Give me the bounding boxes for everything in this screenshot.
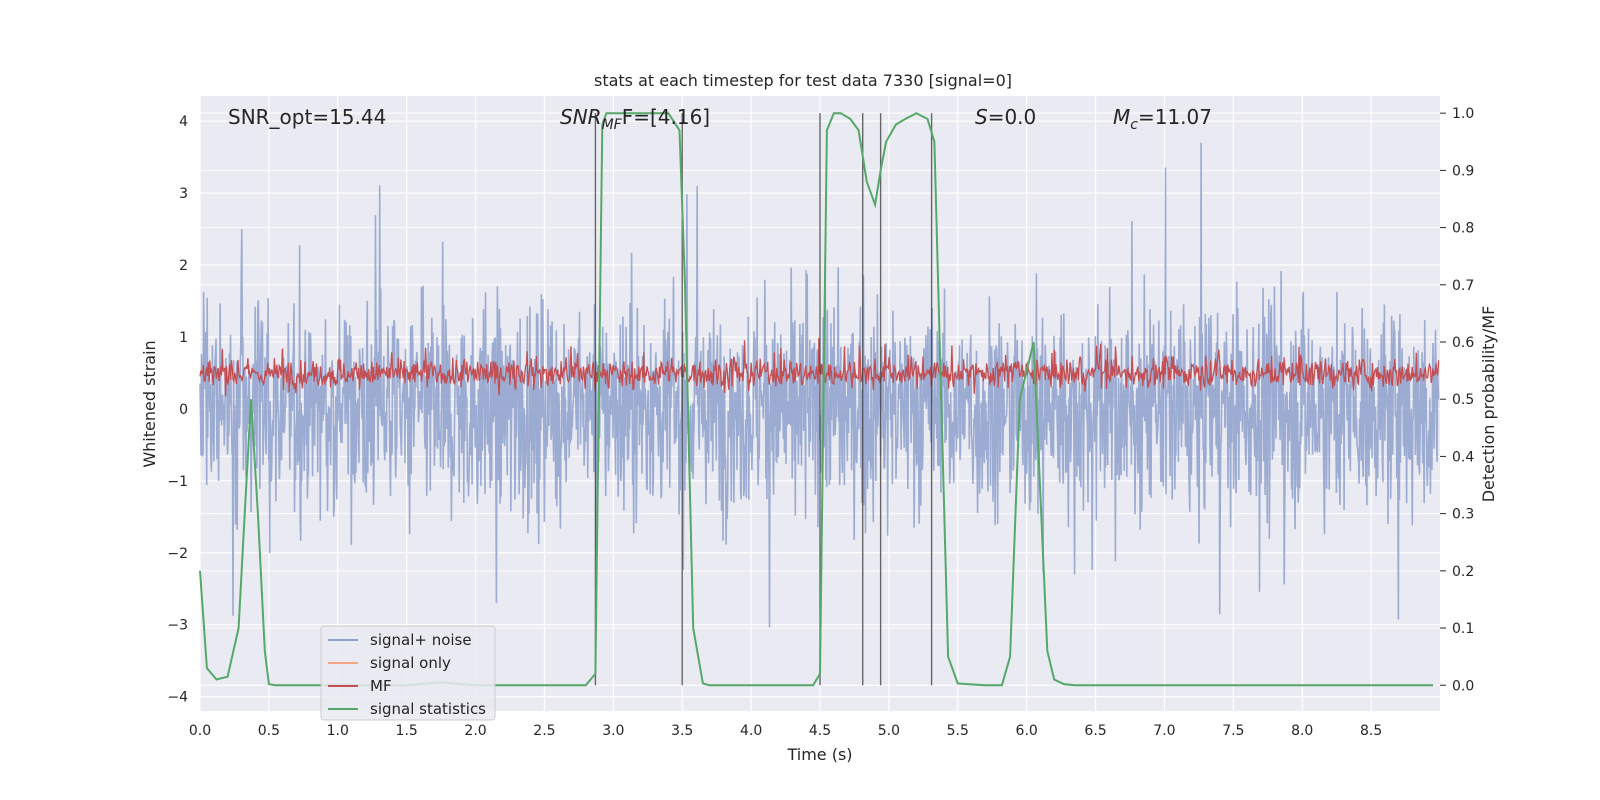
y-left-tick-label: −2 [167, 546, 188, 562]
legend-label-signal-only: signal only [370, 654, 451, 672]
signal-statistics-trace [199, 112, 1434, 687]
y-right-tick-label: 0.8 [1452, 221, 1474, 237]
y-right-tick-label: 0.5 [1452, 392, 1474, 408]
x-tick-label: 1.0 [327, 723, 349, 739]
legend: signal+ noise signal only MF signal stat… [320, 625, 496, 721]
x-tick-label: 8.5 [1360, 723, 1382, 739]
y-right-tick-label: 0.7 [1452, 278, 1474, 294]
x-tick-label: 7.5 [1222, 723, 1244, 739]
x-tick-label: 2.5 [533, 723, 555, 739]
x-tick-label: 5.0 [878, 723, 900, 739]
y-left-tick-label: −3 [167, 618, 188, 634]
vertical-marker-lines [594, 113, 933, 686]
y-right-tick-label: 0.1 [1452, 621, 1474, 637]
legend-label-signal-statistics: signal statistics [370, 700, 486, 718]
x-tick-label: 7.0 [1153, 723, 1175, 739]
y-right-tick-label: 0.0 [1452, 678, 1474, 694]
annotation-s: S=0.0 [975, 105, 1036, 129]
x-tick-label: 8.0 [1291, 723, 1313, 739]
y-right-tick-label: 0.6 [1452, 335, 1474, 351]
annotation-s-rest: =0.0 [988, 105, 1037, 129]
annotation-mc-var: M [1113, 105, 1130, 129]
y-left-axis-ticks: −4 −3 −2 −1 0 1 2 3 4 [167, 114, 188, 705]
signal-statistics-line [199, 112, 1434, 687]
x-tick-label: 1.5 [396, 723, 418, 739]
legend-label-signal-noise: signal+ noise [370, 631, 472, 649]
legend-entry: signal statistics [328, 700, 486, 718]
annotation-snr-mf-sub: MF [602, 117, 623, 133]
legend-box [320, 625, 496, 721]
y-left-tick-label: 3 [179, 186, 188, 202]
x-tick-label: 2.0 [464, 723, 486, 739]
x-tick-label: 0.0 [189, 723, 211, 739]
y-right-tick-label: 0.9 [1452, 163, 1474, 179]
y-right-tick-label: 1.0 [1452, 106, 1474, 122]
x-tick-label: 3.0 [602, 723, 624, 739]
annotation-snr-mf: SNRMFF=[4.16] [560, 105, 710, 133]
y-left-tick-label: 2 [179, 258, 188, 274]
annotation-snr-opt: SNR_opt=15.44 [228, 105, 386, 129]
x-tick-label: 4.0 [740, 723, 762, 739]
y-left-tick-label: 4 [179, 114, 188, 130]
y-left-axis-label: Whitened strain [140, 340, 159, 467]
y-right-tick-label: 0.3 [1452, 507, 1474, 523]
x-tick-label: 0.5 [258, 723, 280, 739]
x-tick-label: 6.0 [1016, 723, 1038, 739]
y-right-tick-label: 0.2 [1452, 564, 1474, 580]
legend-entry: signal+ noise [328, 631, 472, 649]
annotation-mc-sub: c [1130, 117, 1138, 133]
x-tick-label: 4.5 [809, 723, 831, 739]
x-axis-label: Time (s) [786, 745, 852, 764]
annotation-snr-mf-rest: F=[4.16] [622, 105, 710, 129]
y-left-tick-label: 0 [179, 402, 188, 418]
annotation-mc-rest: =11.07 [1138, 105, 1212, 129]
y-left-tick-label: 1 [179, 330, 188, 346]
y-right-axis-label: Detection probability/MF [1479, 306, 1498, 503]
annotation-mc: Mc=11.07 [1113, 105, 1212, 133]
legend-label-mf: MF [370, 677, 392, 695]
x-tick-label: 3.5 [671, 723, 693, 739]
y-left-tick-label: −1 [167, 474, 188, 490]
y-left-tick-label: −4 [167, 690, 188, 706]
y-right-tick-label: 0.4 [1452, 449, 1474, 465]
x-tick-label: 5.5 [947, 723, 969, 739]
legend-entry: signal only [328, 654, 451, 672]
y-right-axis-ticks: 0.0 0.1 0.2 0.3 0.4 0.5 0.6 0.7 0.8 0.9 1.0 [1440, 106, 1474, 694]
annotation-s-var: S [975, 105, 988, 129]
legend-entry: MF [328, 677, 392, 695]
annotation-snr-mf-main: SNR [560, 105, 602, 129]
x-tick-label: 6.5 [1084, 723, 1106, 739]
chart-title: stats at each timestep for test data 733… [594, 71, 1012, 90]
x-axis-ticks: 0.0 0.5 1.0 1.5 2.0 2.5 3.0 3.5 4.0 4.5 5.0 5.5 6.0 6… [189, 723, 1382, 739]
